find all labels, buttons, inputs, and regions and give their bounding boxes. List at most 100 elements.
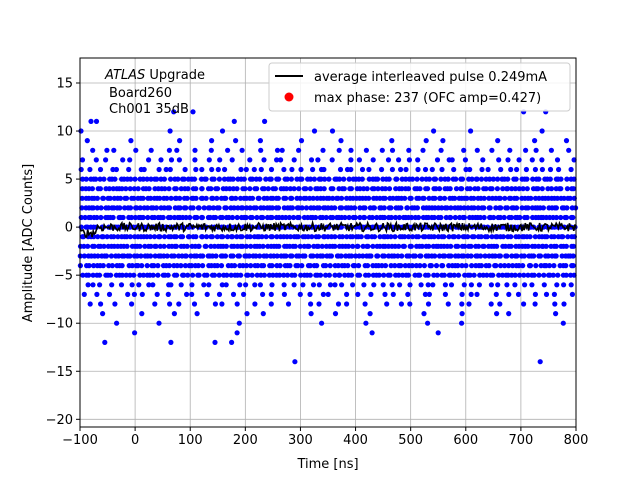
sample-point: [390, 195, 396, 201]
sample-point: [539, 166, 546, 173]
sample-point: [406, 234, 412, 240]
sample-point: [194, 253, 200, 259]
sample-point: [251, 166, 257, 173]
sample-point: [444, 205, 450, 211]
sample-point: [360, 253, 366, 259]
sample-point: [307, 195, 313, 201]
sample-point: [212, 243, 218, 249]
sample-point: [520, 186, 526, 192]
sample-point: [348, 157, 354, 163]
sample-point: [568, 282, 574, 288]
sample-point: [438, 214, 444, 221]
sample-point: [426, 291, 432, 297]
sample-point: [525, 272, 531, 278]
sample-point: [213, 214, 219, 221]
sample-point: [453, 186, 460, 192]
sample-point: [409, 176, 416, 182]
sample-point: [509, 186, 515, 192]
sample-point: [532, 243, 538, 249]
sample-point: [420, 147, 426, 153]
sample-point: [401, 243, 407, 249]
sample-point: [561, 195, 567, 201]
sample-point: [296, 186, 302, 192]
sample-point: [152, 301, 158, 307]
sample-point: [167, 301, 173, 307]
sample-point: [568, 166, 574, 173]
sample-point: [428, 263, 434, 269]
sample-point: [139, 291, 145, 297]
sample-point: [440, 263, 446, 269]
sample-point: [563, 272, 569, 278]
sample-point: [80, 176, 86, 182]
sample-point: [316, 234, 322, 240]
sample-point: [332, 272, 338, 278]
sample-point: [108, 272, 114, 278]
sample-point: [157, 195, 163, 201]
legend-entry-max-phase: max phase: 237 (OFC amp=0.427): [314, 91, 541, 106]
sample-point: [364, 186, 370, 192]
sample-point: [425, 282, 431, 288]
sample-point: [336, 147, 342, 153]
sample-point: [78, 166, 84, 173]
sample-point: [409, 263, 415, 269]
sample-point: [344, 301, 350, 307]
sample-point: [425, 301, 432, 307]
sample-point: [421, 263, 427, 269]
sample-point: [379, 166, 385, 173]
sample-point: [236, 253, 242, 259]
board-text: Board260: [109, 86, 172, 101]
sample-point: [366, 166, 372, 173]
sample-point: [207, 205, 213, 211]
sample-point: [314, 263, 320, 269]
sample-point: [392, 234, 398, 240]
sample-point: [431, 214, 437, 221]
sample-point: [199, 234, 205, 240]
sample-point: [382, 291, 388, 297]
sample-point: [277, 272, 283, 278]
sample-point: [131, 195, 137, 201]
sample-point: [150, 272, 156, 278]
sample-point: [265, 186, 271, 192]
sample-point: [475, 205, 481, 211]
sample-point-outlier: [171, 109, 177, 115]
sample-point: [380, 282, 386, 288]
svg-text:ATLAS Upgrade: ATLAS Upgrade: [104, 68, 205, 83]
sample-point: [162, 186, 168, 192]
sample-point: [247, 157, 253, 163]
sample-point: [120, 157, 126, 163]
sample-point: [316, 301, 322, 307]
sample-point: [98, 214, 104, 221]
sample-point: [489, 234, 495, 240]
sample-point: [254, 214, 260, 221]
sample-point: [208, 243, 214, 249]
sample-point: [166, 263, 172, 269]
sample-point: [486, 263, 492, 269]
sample-point: [471, 195, 477, 201]
sample-point: [194, 311, 200, 317]
sample-point: [499, 272, 506, 278]
sample-point: [276, 243, 282, 249]
sample-point: [396, 272, 402, 278]
sample-point: [461, 253, 467, 259]
sample-point: [316, 205, 322, 211]
sample-point: [261, 186, 267, 192]
sample-point: [516, 157, 522, 163]
sample-point: [461, 282, 467, 288]
sample-point: [94, 291, 100, 297]
sample-point: [119, 186, 125, 192]
sample-point: [208, 147, 214, 153]
sample-point: [316, 282, 322, 288]
sample-point: [200, 195, 206, 201]
sample-point: [98, 301, 104, 307]
sample-point: [127, 157, 133, 163]
sample-point: [165, 291, 171, 297]
sample-point: [90, 272, 96, 278]
sample-point: [448, 282, 455, 288]
sample-point: [261, 157, 267, 163]
sample-point: [481, 214, 487, 221]
sample-point: [183, 205, 189, 211]
sample-point: [376, 272, 382, 278]
sample-point: [350, 282, 356, 288]
sample-point: [155, 263, 161, 269]
sample-point: [498, 166, 504, 173]
